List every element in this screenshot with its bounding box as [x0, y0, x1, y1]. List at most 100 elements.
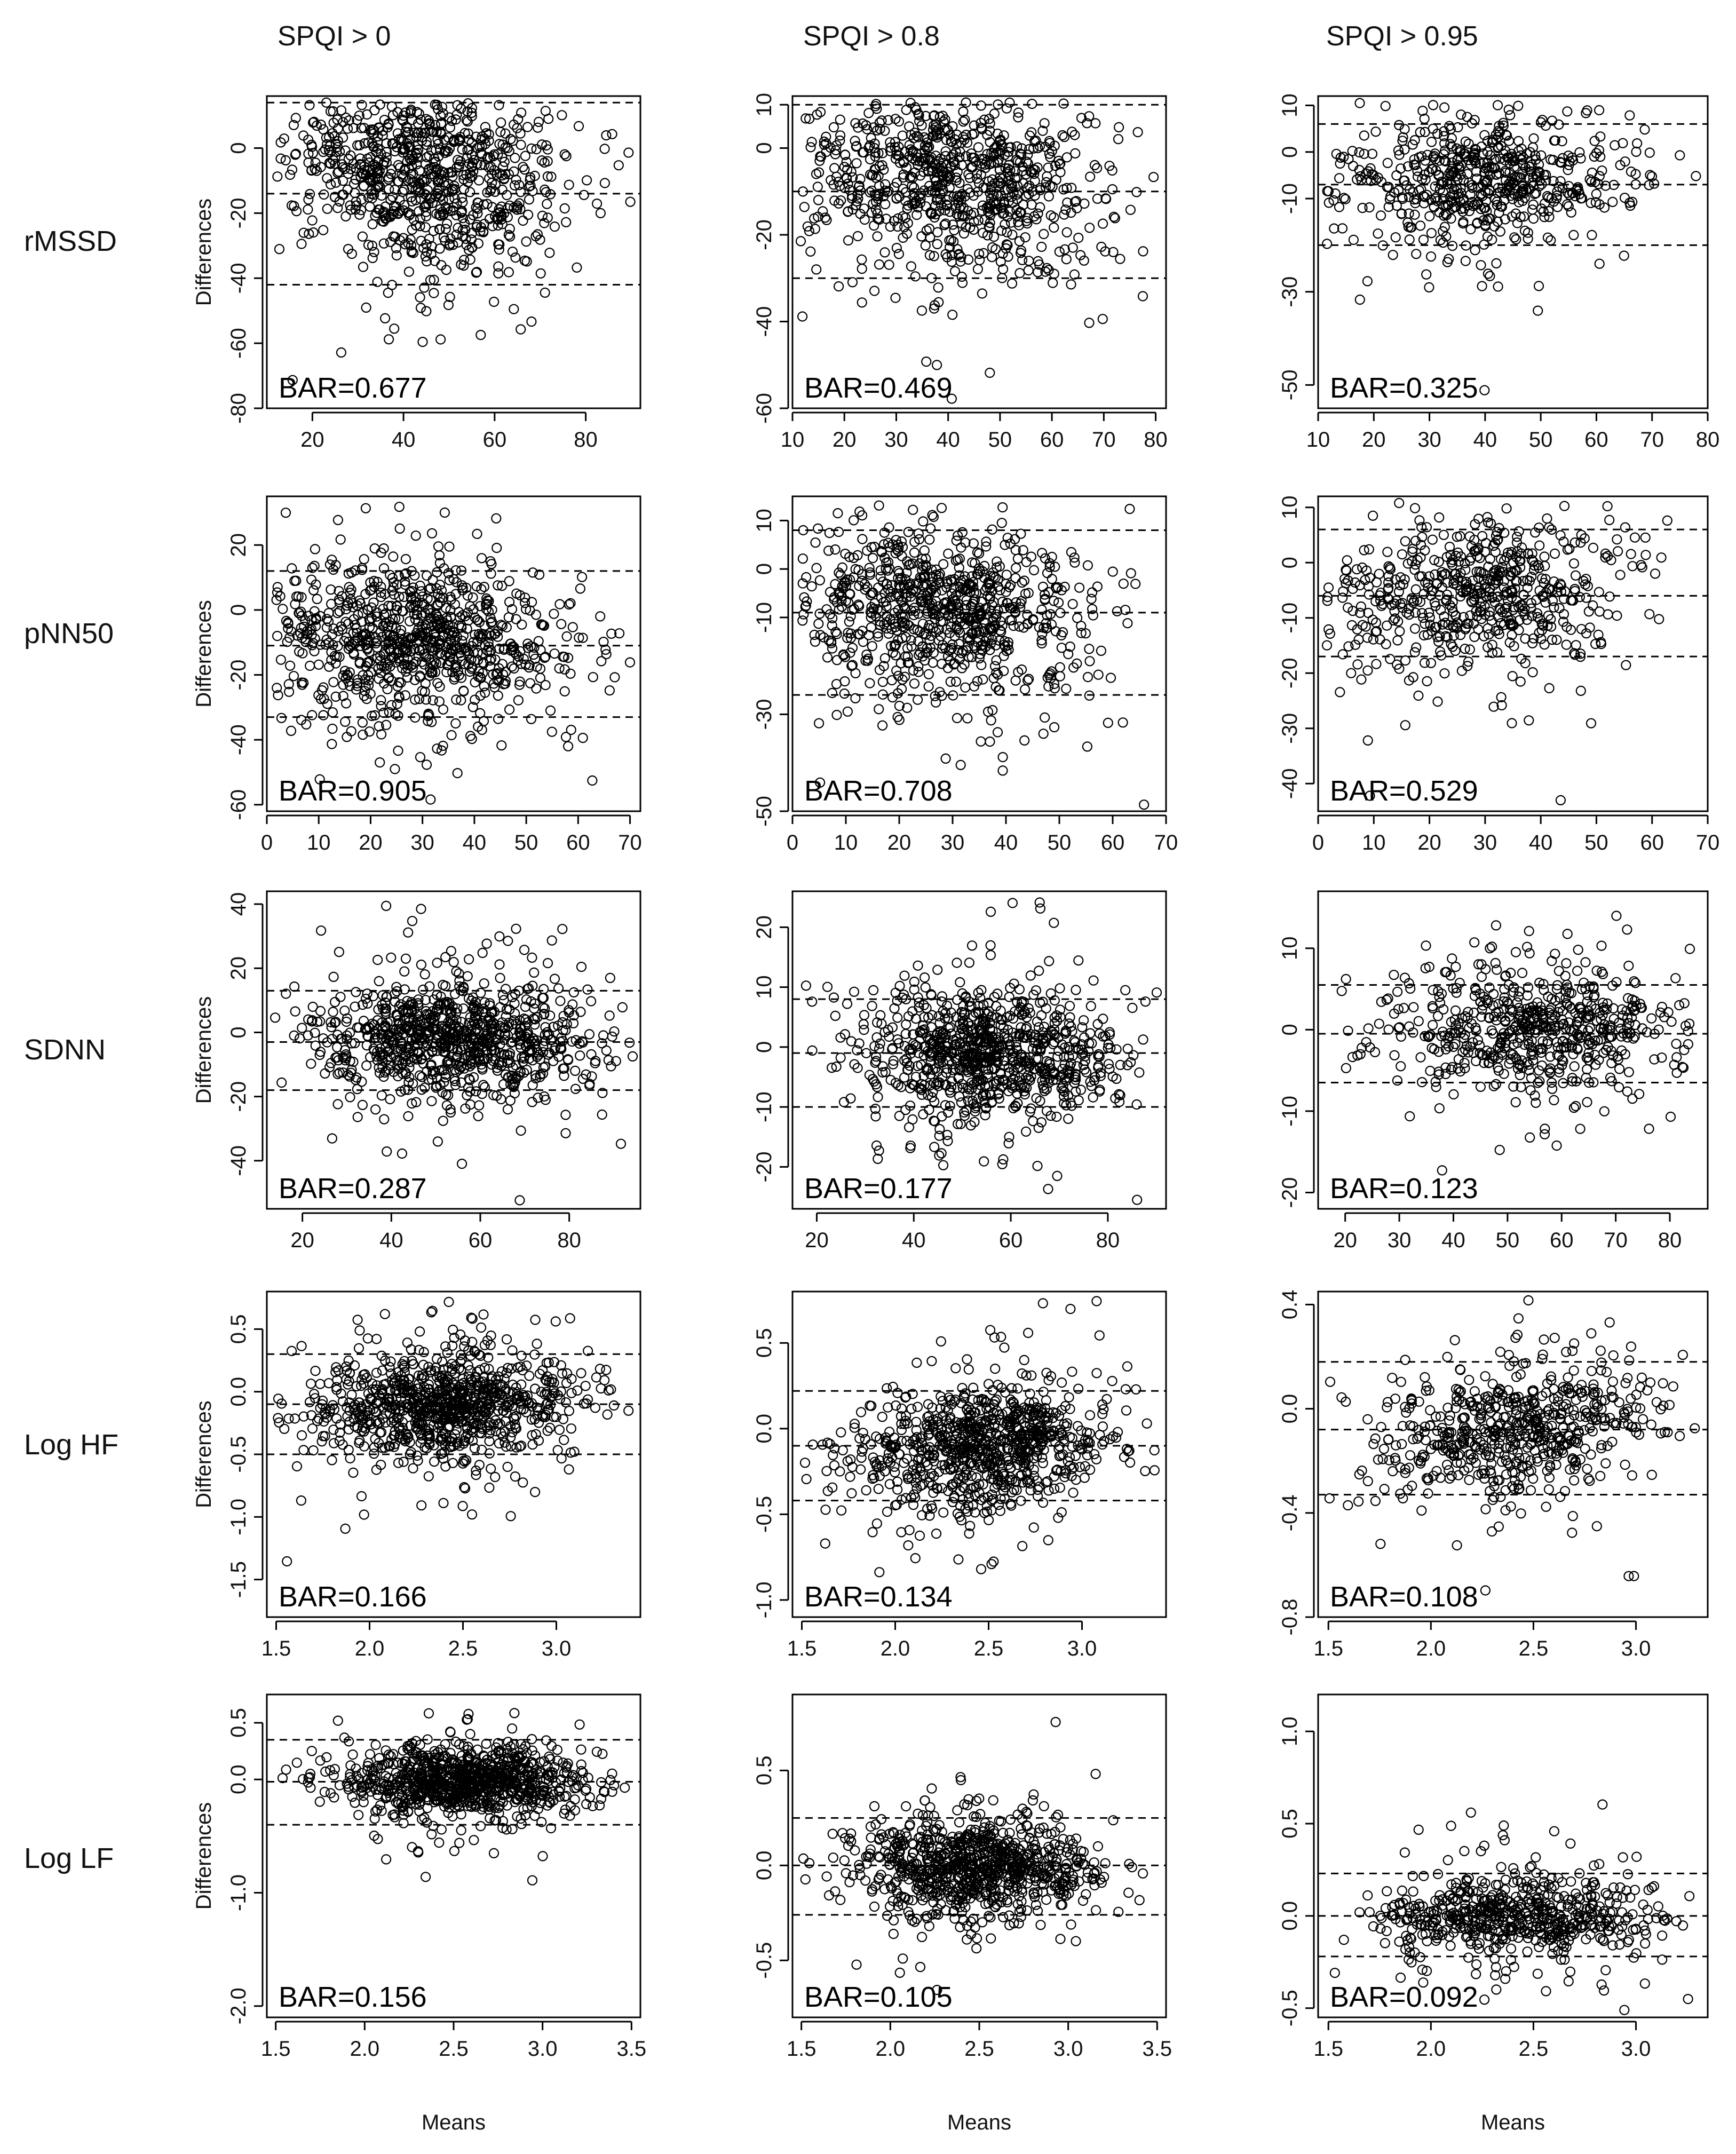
data-point — [503, 936, 513, 946]
data-point — [1059, 132, 1070, 142]
data-point — [609, 1026, 620, 1037]
data-point — [1409, 209, 1420, 220]
data-point — [898, 157, 909, 168]
data-point — [912, 694, 923, 705]
point-series — [269, 900, 638, 1206]
data-point — [1603, 609, 1613, 620]
data-point — [408, 169, 418, 179]
data-point — [1368, 510, 1378, 521]
data-point — [924, 534, 935, 545]
data-point — [567, 622, 578, 632]
data-point — [348, 178, 360, 189]
data-point — [892, 221, 903, 232]
y-axis-label: Differences — [192, 199, 216, 306]
data-point — [430, 120, 441, 130]
data-point — [322, 203, 332, 214]
data-point — [891, 665, 902, 676]
data-point — [493, 261, 504, 272]
data-point — [972, 264, 984, 274]
data-point — [1613, 546, 1623, 557]
data-point — [901, 105, 911, 115]
data-point — [1591, 188, 1602, 199]
data-point — [472, 528, 482, 540]
data-point — [527, 567, 538, 578]
data-point — [310, 157, 321, 168]
data-point — [1028, 565, 1040, 576]
x-tick-label: 60 — [1040, 428, 1064, 452]
data-point — [431, 126, 442, 137]
data-point — [1594, 145, 1605, 156]
data-point — [1620, 522, 1630, 533]
data-point — [1072, 613, 1083, 623]
data-point — [940, 218, 951, 229]
data-point — [1404, 609, 1415, 620]
row-label-3: Log HF — [24, 1429, 118, 1461]
data-point — [400, 953, 411, 964]
panel-0-0: 20 40 60 800-20-40-60-80BAR=0.677Difference… — [192, 95, 641, 452]
y-tick-label: 0 — [227, 142, 250, 154]
data-point — [419, 969, 430, 980]
data-point — [383, 287, 393, 298]
column-header-0: SPQI > 0 — [278, 21, 391, 52]
data-point — [313, 659, 324, 670]
data-point — [406, 106, 416, 117]
data-point — [932, 239, 942, 249]
data-point — [481, 938, 492, 949]
data-point — [1675, 150, 1685, 161]
data-point — [1043, 191, 1055, 202]
data-point — [860, 655, 871, 666]
x-tick-label: 30 — [410, 831, 434, 854]
x-tick-label: 30 — [884, 428, 908, 452]
x-tick-label: 10 — [834, 831, 858, 854]
data-point — [1092, 581, 1103, 592]
data-point — [494, 239, 505, 250]
data-point — [561, 151, 572, 162]
data-point — [943, 548, 954, 559]
data-point — [482, 187, 493, 198]
data-point — [452, 767, 463, 779]
data-point — [515, 187, 526, 197]
data-point — [327, 739, 337, 749]
data-point — [942, 172, 954, 183]
y-tick-label: -40 — [227, 724, 250, 755]
data-point — [954, 178, 965, 188]
data-point — [1061, 152, 1072, 163]
point-series — [1322, 98, 1701, 395]
data-point — [1113, 134, 1124, 145]
data-point — [988, 232, 1000, 242]
data-point — [1533, 281, 1544, 291]
data-point — [919, 140, 931, 151]
data-point — [1360, 621, 1371, 632]
row-label-0: rMSSD — [24, 225, 117, 257]
data-point — [456, 103, 466, 114]
data-point — [559, 203, 570, 214]
x-tick-label: 40 — [994, 831, 1018, 854]
data-point — [441, 218, 453, 229]
data-point — [510, 252, 521, 263]
data-point — [426, 145, 437, 156]
data-point — [496, 214, 506, 225]
data-point — [1490, 194, 1501, 204]
data-point — [1337, 223, 1348, 234]
data-point — [394, 195, 405, 205]
data-point — [537, 210, 548, 221]
data-point — [516, 107, 527, 118]
data-point — [337, 176, 348, 186]
data-point — [1024, 180, 1035, 191]
x-tick-label: 30 — [1473, 831, 1497, 854]
data-point — [546, 171, 557, 182]
data-point — [280, 155, 291, 165]
data-point — [497, 219, 508, 229]
data-point — [1335, 687, 1345, 698]
data-point — [322, 173, 332, 184]
data-point — [438, 108, 448, 119]
data-point — [1594, 105, 1605, 116]
data-point — [813, 523, 823, 534]
data-point — [362, 109, 372, 120]
data-point — [406, 155, 417, 166]
data-point — [345, 204, 356, 215]
data-point — [284, 169, 296, 180]
data-point — [1438, 529, 1449, 540]
data-point — [1362, 665, 1373, 676]
data-point — [358, 262, 369, 272]
